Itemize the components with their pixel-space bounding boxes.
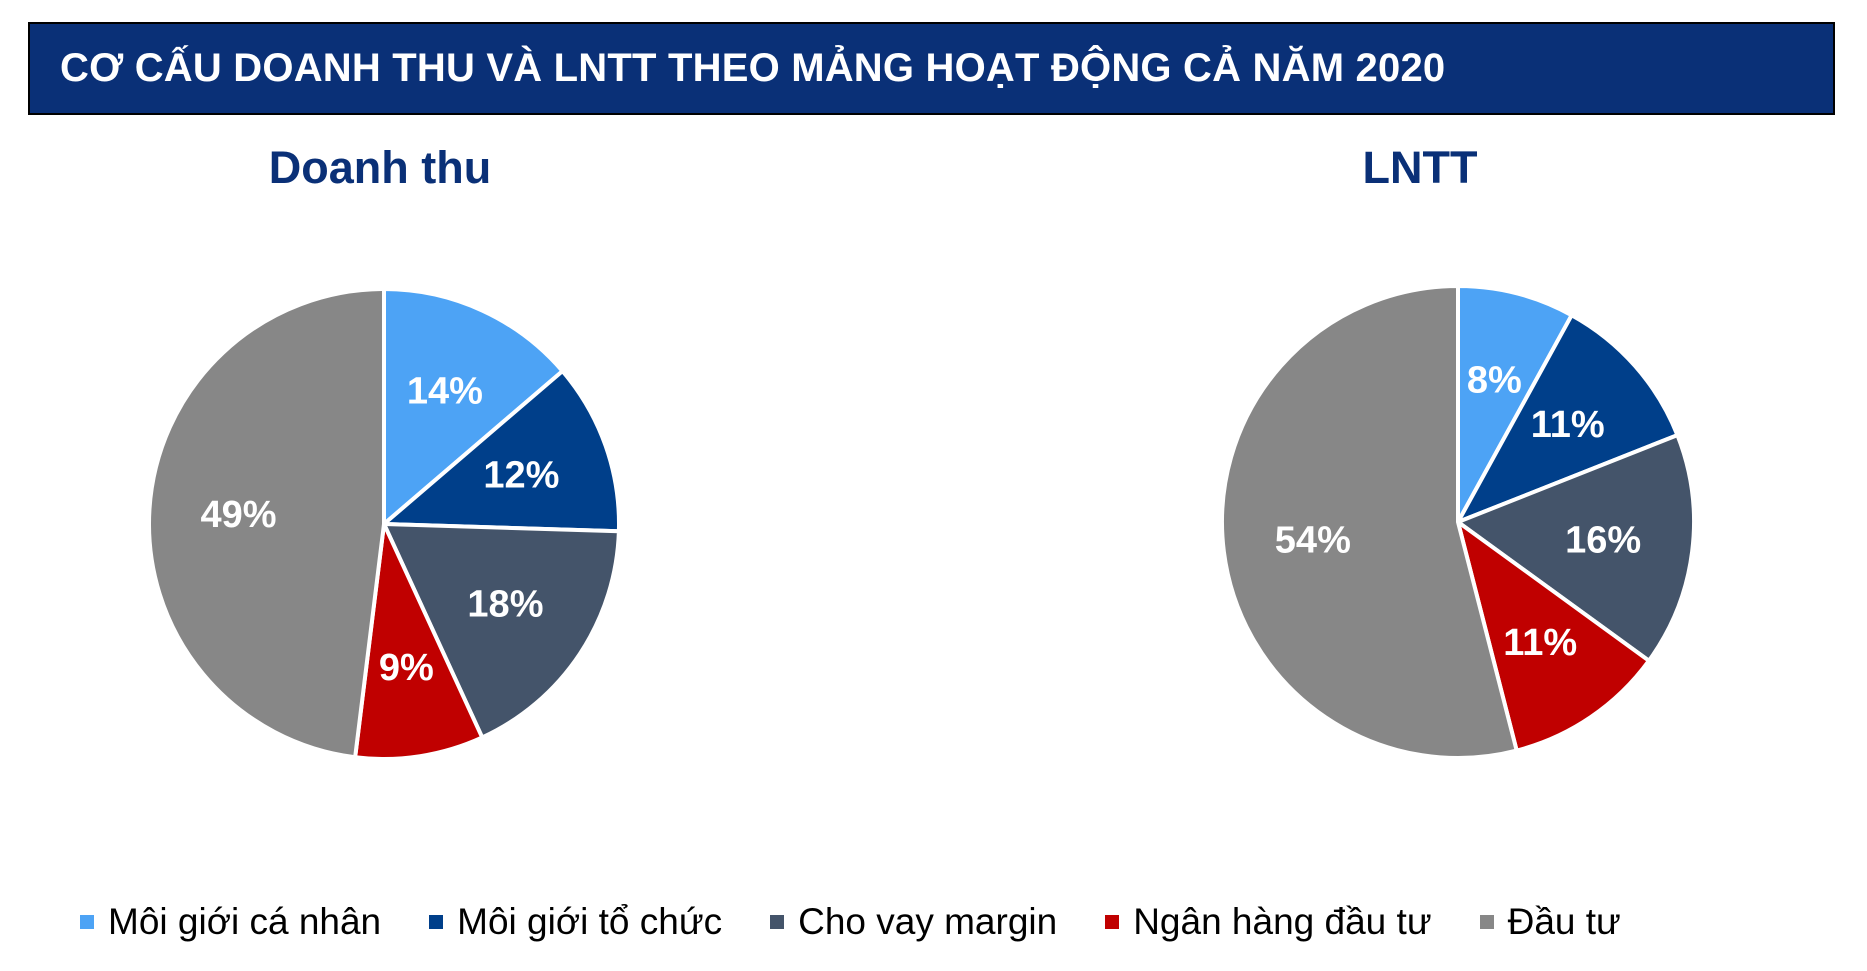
pie-data-label: 8% [1467,359,1522,401]
legend-swatch [429,915,444,929]
pie-profit-before-tax: 8%11%16%11%54% [1220,284,1696,760]
header-banner: CƠ CẤU DOANH THU VÀ LNTT THEO MẢNG HOẠT … [28,22,1835,115]
pie-data-label: 16% [1565,519,1641,561]
pie-data-label: 54% [1275,519,1351,561]
pie-data-label: 11% [1531,404,1605,446]
pie-data-label: 12% [483,455,559,497]
pie-data-label: 9% [379,647,434,689]
pie-data-label: 49% [201,494,277,536]
legend-swatch [1105,915,1120,929]
legend-item: Môi giới tổ chức [429,901,722,943]
pie-slice [147,287,386,760]
legend-item: Môi giới cá nhân [80,901,381,943]
legend-swatch [1479,915,1494,929]
legend-label: Ngân hàng đầu tư [1133,901,1432,942]
legend-swatch [80,915,94,929]
legend-label: Môi giới cá nhân [108,901,382,942]
pie-data-label: 14% [407,371,483,413]
legend-item: Đầu tư [1479,901,1621,943]
pie-slice [1456,433,1696,663]
legend-item: Cho vay margin [770,901,1057,943]
pie-slice [382,522,621,740]
pie-slice [382,369,621,534]
pie-slice [1456,284,1574,524]
pie-slice [1220,284,1519,760]
legend-swatch [770,915,785,929]
pie-slice [1456,313,1680,524]
legend-label: Môi giới tổ chức [457,901,723,942]
pie-data-label: 18% [467,583,543,625]
chart-legend: Môi giới cá nhân Môi giới tổ chức Cho vay … [80,892,1800,952]
chart-title-profit-before-tax: LNTT [1362,142,1478,193]
pie-revenue: 14%12% 18% 9% 49% [147,287,621,761]
legend-item: Ngân hàng đầu tư [1105,901,1432,943]
legend-label: Cho vay margin [798,901,1058,942]
pie-data-label: 11% [1503,622,1577,664]
pie-slice [382,287,565,526]
page-title: CƠ CẤU DOANH THU VÀ LNTT THEO MẢNG HOẠT … [60,46,1446,90]
pie-charts: 14%12%18%9%49%8%11%16%11%54% [147,284,1696,761]
pie-slice [353,522,485,761]
chart-title-revenue: Doanh thu [268,142,492,193]
pie-slice [1456,520,1651,753]
legend-label: Đầu tư [1507,901,1621,942]
